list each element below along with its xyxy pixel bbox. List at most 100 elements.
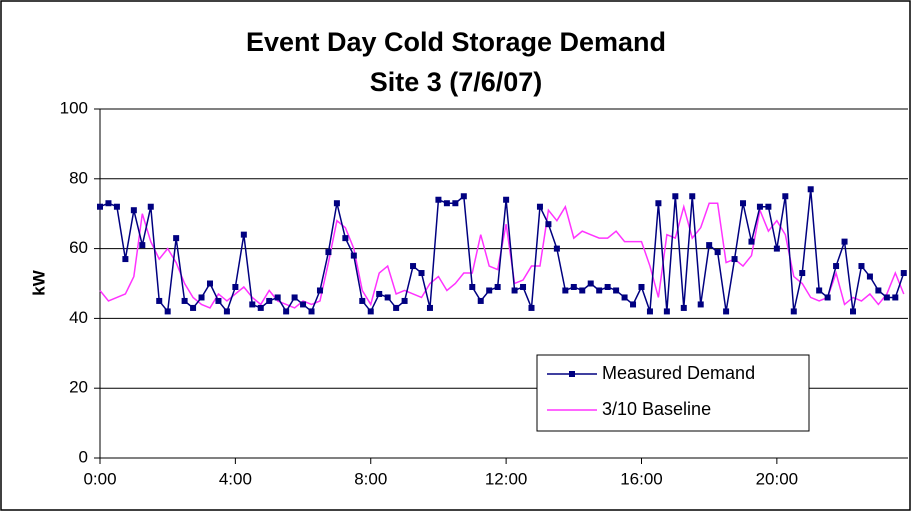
data-point — [807, 186, 814, 193]
data-point — [773, 245, 780, 252]
data-point — [486, 287, 493, 294]
data-point — [190, 304, 197, 311]
data-point — [604, 283, 611, 290]
data-point — [410, 263, 417, 270]
data-point — [249, 301, 256, 308]
data-point — [790, 308, 797, 315]
data-point — [376, 290, 383, 297]
data-point — [630, 301, 637, 308]
data-point — [875, 287, 882, 294]
data-point — [469, 283, 476, 290]
data-point — [164, 308, 171, 315]
data-point — [850, 308, 857, 315]
data-point — [359, 297, 366, 304]
x-tick-label: 0:00 — [83, 469, 116, 488]
data-point — [206, 280, 213, 287]
data-point — [452, 200, 459, 207]
data-point — [621, 294, 628, 301]
data-point — [181, 297, 188, 304]
data-point — [426, 304, 433, 311]
data-point — [824, 294, 831, 301]
data-point — [587, 280, 594, 287]
data-point — [300, 301, 307, 308]
x-tick-label: 20:00 — [756, 469, 799, 488]
legend-box — [536, 354, 810, 432]
data-point — [841, 238, 848, 245]
series-line — [99, 189, 905, 314]
data-point — [240, 231, 247, 238]
chart-title: Event Day Cold Storage Demand — [246, 27, 666, 57]
y-axis-label: kW — [29, 269, 48, 295]
data-point — [706, 242, 713, 249]
data-point — [215, 297, 222, 304]
data-point — [613, 287, 620, 294]
data-point — [731, 256, 738, 263]
data-point — [198, 294, 205, 301]
data-point — [105, 200, 112, 207]
data-point — [308, 308, 315, 315]
data-point — [782, 193, 789, 200]
data-point — [147, 203, 154, 210]
legend-label: Measured Demand — [602, 363, 755, 383]
data-point — [723, 308, 730, 315]
data-point — [646, 308, 653, 315]
y-tick-label: 20 — [69, 378, 88, 397]
data-point — [756, 203, 763, 210]
data-point — [672, 193, 679, 200]
data-point — [511, 287, 518, 294]
data-point — [393, 304, 400, 311]
data-point — [748, 238, 755, 245]
data-point — [460, 193, 467, 200]
data-point — [697, 301, 704, 308]
data-point — [570, 283, 577, 290]
data-point — [562, 287, 569, 294]
y-tick-label: 0 — [79, 447, 88, 466]
data-point — [283, 308, 290, 315]
data-point — [553, 245, 560, 252]
data-point — [689, 193, 696, 200]
data-point — [536, 203, 543, 210]
data-point — [333, 200, 340, 207]
data-point — [122, 256, 129, 263]
y-tick-label: 80 — [69, 168, 88, 187]
data-point — [130, 207, 137, 214]
data-point — [291, 294, 298, 301]
data-point — [325, 249, 332, 256]
data-point — [680, 304, 687, 311]
data-point — [655, 200, 662, 207]
data-point — [274, 294, 281, 301]
data-point — [435, 196, 442, 203]
data-point — [494, 283, 501, 290]
data-point — [173, 235, 180, 242]
data-point — [866, 273, 873, 280]
data-point — [232, 283, 239, 290]
data-point — [223, 308, 230, 315]
data-point — [545, 221, 552, 228]
data-point — [663, 308, 670, 315]
data-point — [316, 287, 323, 294]
data-point — [799, 270, 806, 277]
data-point — [520, 283, 527, 290]
data-point — [384, 294, 391, 301]
data-point — [503, 196, 510, 203]
data-point — [266, 297, 273, 304]
y-tick-label: 40 — [69, 308, 88, 327]
data-point — [858, 263, 865, 270]
x-tick-label: 4:00 — [219, 469, 252, 488]
data-point — [579, 287, 586, 294]
x-tick-label: 8:00 — [354, 469, 387, 488]
data-point — [477, 297, 484, 304]
legend-marker — [569, 371, 575, 377]
data-point — [638, 283, 645, 290]
data-point — [350, 252, 357, 259]
chart-subtitle: Site 3 (7/6/07) — [370, 67, 543, 97]
data-point — [816, 287, 823, 294]
data-point — [367, 308, 374, 315]
data-point — [257, 304, 264, 311]
data-point — [342, 235, 349, 242]
y-tick-label: 100 — [60, 98, 88, 117]
data-point — [418, 270, 425, 277]
data-point — [714, 249, 721, 256]
x-tick-label: 12:00 — [485, 469, 528, 488]
